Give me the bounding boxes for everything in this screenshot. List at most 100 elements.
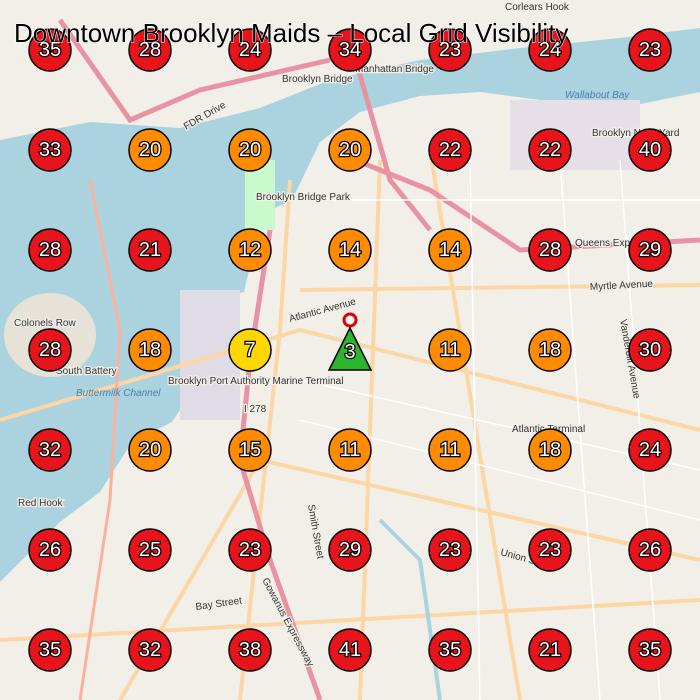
rank-label: 18 bbox=[539, 439, 561, 461]
rank-label: 20 bbox=[239, 139, 261, 161]
rank-label: 18 bbox=[539, 339, 561, 361]
map-label: Brooklyn Bridge Park bbox=[256, 192, 351, 203]
rank-marker bbox=[128, 628, 172, 672]
map-label: Manhattan Bridge bbox=[355, 64, 434, 75]
rank-label: 14 bbox=[339, 239, 361, 261]
rank-marker bbox=[528, 628, 572, 672]
rank-label: 25 bbox=[139, 539, 161, 561]
rank-marker bbox=[628, 28, 672, 72]
rank-label: 11 bbox=[340, 439, 361, 461]
rank-marker bbox=[528, 128, 572, 172]
rank-marker bbox=[328, 28, 372, 72]
rank-marker bbox=[528, 28, 572, 72]
map-label: Corlears Hook bbox=[505, 2, 570, 13]
rank-label: 21 bbox=[139, 239, 161, 261]
rank-label: 23 bbox=[239, 539, 261, 561]
rank-grid: 35 28 24 34 23 24 23 33 20 20 20 22 22 40 28 21 12 14 14 28… bbox=[28, 28, 672, 672]
rank-marker bbox=[428, 28, 472, 72]
rank-label: 22 bbox=[439, 139, 461, 161]
rank-marker bbox=[228, 228, 272, 272]
rank-marker bbox=[628, 428, 672, 472]
map-label: Colonels Row bbox=[14, 318, 76, 329]
rank-marker bbox=[28, 528, 72, 572]
map-label: Buttermilk Channel bbox=[76, 388, 161, 399]
roads bbox=[0, 149, 700, 700]
rank-marker bbox=[428, 228, 472, 272]
water bbox=[560, 60, 660, 110]
rank-label: 23 bbox=[439, 39, 461, 61]
rank-marker bbox=[428, 328, 472, 372]
rank-label: 40 bbox=[639, 139, 661, 161]
rank-label: 22 bbox=[539, 139, 561, 161]
rank-marker bbox=[28, 228, 72, 272]
map-label: Brooklyn Bridge bbox=[282, 74, 353, 85]
rank-marker bbox=[28, 128, 72, 172]
rank-label: 35 bbox=[639, 639, 661, 661]
rank-marker bbox=[128, 228, 172, 272]
rank-label: 28 bbox=[139, 39, 161, 61]
rank-marker bbox=[328, 628, 372, 672]
rank-marker bbox=[228, 28, 272, 72]
rank-marker bbox=[428, 628, 472, 672]
water bbox=[0, 28, 700, 582]
rank-label: 11 bbox=[440, 439, 461, 461]
rank-marker bbox=[428, 528, 472, 572]
rank-label: 23 bbox=[539, 539, 561, 561]
rank-marker bbox=[228, 628, 272, 672]
rank-marker bbox=[128, 28, 172, 72]
rank-label: 7 bbox=[244, 339, 255, 361]
map-label: I 278 bbox=[244, 404, 267, 415]
rank-label: 29 bbox=[639, 239, 661, 261]
rank-marker bbox=[128, 528, 172, 572]
rank-label: 24 bbox=[539, 39, 561, 61]
rank-marker bbox=[327, 326, 373, 371]
rank-marker bbox=[528, 228, 572, 272]
rank-marker bbox=[628, 528, 672, 572]
rank-label: 12 bbox=[239, 239, 261, 261]
rank-label: 26 bbox=[639, 539, 661, 561]
rank-label: 3 bbox=[344, 341, 355, 363]
rank-marker bbox=[628, 328, 672, 372]
rank-marker bbox=[28, 28, 72, 72]
rank-label: 24 bbox=[239, 39, 261, 61]
rank-marker bbox=[628, 628, 672, 672]
rank-marker bbox=[528, 328, 572, 372]
rank-marker bbox=[428, 428, 472, 472]
rank-label: 38 bbox=[239, 639, 261, 661]
rank-marker bbox=[128, 428, 172, 472]
rank-label: 20 bbox=[139, 439, 161, 461]
rank-label: 33 bbox=[39, 139, 61, 161]
rank-label: 11 bbox=[440, 339, 461, 361]
rank-marker bbox=[128, 128, 172, 172]
rank-label: 41 bbox=[339, 639, 361, 661]
rank-marker bbox=[328, 228, 372, 272]
rank-label: 28 bbox=[539, 239, 561, 261]
map-label: Wallabout Bay bbox=[565, 90, 630, 101]
rank-marker bbox=[28, 328, 72, 372]
rank-marker bbox=[628, 128, 672, 172]
rank-label: 23 bbox=[439, 539, 461, 561]
rank-marker bbox=[128, 328, 172, 372]
rank-label: 32 bbox=[139, 639, 161, 661]
rank-label: 28 bbox=[39, 339, 61, 361]
map-label: Brooklyn Port Authority Marine Terminal bbox=[168, 376, 343, 387]
map-title: Downtown Brooklyn Maids – Local Grid Vis… bbox=[14, 18, 568, 48]
rank-label: 28 bbox=[39, 239, 61, 261]
rank-label: 32 bbox=[39, 439, 61, 461]
rank-label: 29 bbox=[339, 539, 361, 561]
rank-label: 18 bbox=[139, 339, 161, 361]
rank-label: 35 bbox=[439, 639, 461, 661]
rank-label: 23 bbox=[639, 39, 661, 61]
rank-marker bbox=[28, 428, 72, 472]
rank-label: 15 bbox=[239, 439, 261, 461]
rank-marker bbox=[428, 128, 472, 172]
rank-marker bbox=[228, 528, 272, 572]
rank-marker bbox=[328, 528, 372, 572]
rank-label: 26 bbox=[39, 539, 61, 561]
rank-label: 34 bbox=[339, 39, 361, 61]
rank-label: 14 bbox=[439, 239, 461, 261]
rank-label: 21 bbox=[539, 639, 561, 661]
rank-marker bbox=[228, 128, 272, 172]
